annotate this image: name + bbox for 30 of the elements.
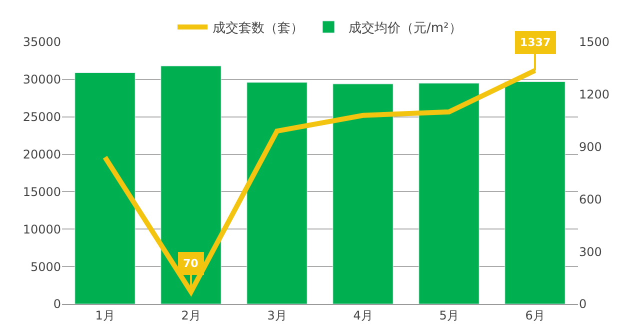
y2-tick-label: 1500 [579,35,610,50]
y2-tick-label: 300 [579,244,602,259]
y2-tick-label: 1200 [579,88,610,102]
y-tick-label: 10000 [22,222,61,236]
annotation: 1337 [520,36,551,49]
x-tick-label: 5月 [439,308,459,322]
legend-label: 成交套数（套） [212,20,304,36]
y2-tick-label: 900 [579,140,602,154]
legend-label: 成交均价（元/m²） [348,20,462,36]
bar [504,81,566,304]
y-tick-label: 15000 [22,184,61,199]
x-tick-label: 2月 [181,308,201,322]
x-tick-label: 1月 [95,308,115,322]
y-tick-label: 30000 [22,72,61,87]
y-tick-label: 5000 [30,260,61,274]
bar [160,66,222,304]
bar [418,82,480,304]
y-tick-label: 35000 [22,35,61,50]
y2-tick-label: 600 [579,192,602,206]
bar [246,82,308,304]
x-tick-label: 6月 [525,308,545,322]
x-tick-label: 3月 [267,308,287,322]
bar [74,72,136,304]
y2-tick-label: 0 [579,297,587,312]
bar [332,84,394,304]
x-tick-label: 4月 [353,308,373,322]
y-tick-label: 25000 [22,110,61,124]
y-tick-label: 0 [53,297,61,312]
annotation: 70 [183,257,199,270]
y-tick-label: 20000 [22,147,61,162]
